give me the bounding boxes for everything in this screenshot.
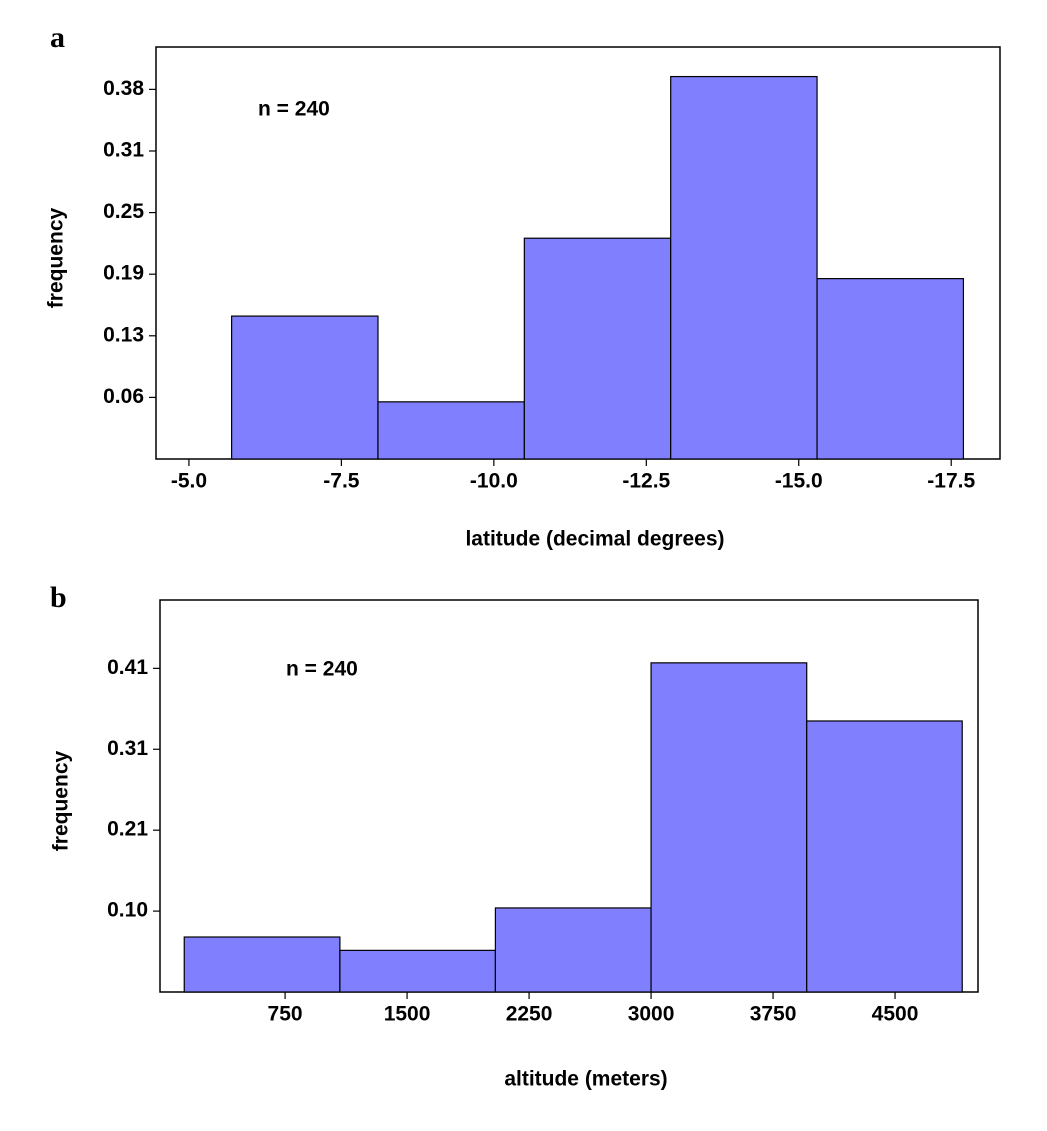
y-tick-label: 0.41: [107, 656, 148, 679]
y-tick-label: 0.31: [107, 737, 148, 760]
y-tick-label: 0.06: [103, 385, 144, 408]
bar: [650, 662, 808, 993]
x-tick-label: -17.5: [927, 470, 975, 493]
x-tick-label: 2250: [506, 1003, 553, 1026]
x-tick-label: 3000: [628, 1003, 675, 1026]
y-tick-label: 0.21: [107, 818, 148, 841]
x-tick-label: 3750: [750, 1003, 797, 1026]
x-tick-label: 750: [268, 1003, 303, 1026]
bar: [231, 315, 379, 460]
x-tick-label: -12.5: [622, 470, 670, 493]
panel-label: a: [50, 21, 65, 54]
x-axis-title: latitude (decimal degrees): [465, 528, 724, 551]
y-axis-title: frequency: [45, 208, 68, 309]
y-tick-label: 0.31: [103, 139, 144, 162]
bar: [806, 720, 963, 993]
x-tick-label: -15.0: [775, 470, 823, 493]
bar: [670, 75, 818, 460]
y-axis-title: frequency: [50, 751, 73, 852]
y-tick-label: 0.25: [103, 200, 144, 223]
annotation: n = 240: [258, 98, 330, 121]
x-tick-label: -5.0: [171, 470, 207, 493]
bar: [816, 278, 965, 460]
x-axis-title: altitude (meters): [504, 1068, 667, 1091]
bar: [377, 401, 525, 460]
x-tick-label: 1500: [384, 1003, 431, 1026]
x-tick-label: 4500: [872, 1003, 919, 1026]
panel-label: b: [50, 581, 67, 614]
bar: [183, 936, 341, 993]
x-tick-label: -10.0: [470, 470, 518, 493]
x-tick-label: -7.5: [323, 470, 360, 493]
y-tick-label: 0.38: [103, 77, 144, 100]
annotation: n = 240: [286, 658, 358, 681]
bar: [494, 907, 652, 993]
bar: [339, 949, 496, 993]
y-tick-label: 0.10: [107, 899, 148, 922]
y-tick-label: 0.13: [103, 323, 144, 346]
y-tick-label: 0.19: [103, 262, 144, 285]
bar: [523, 237, 672, 460]
